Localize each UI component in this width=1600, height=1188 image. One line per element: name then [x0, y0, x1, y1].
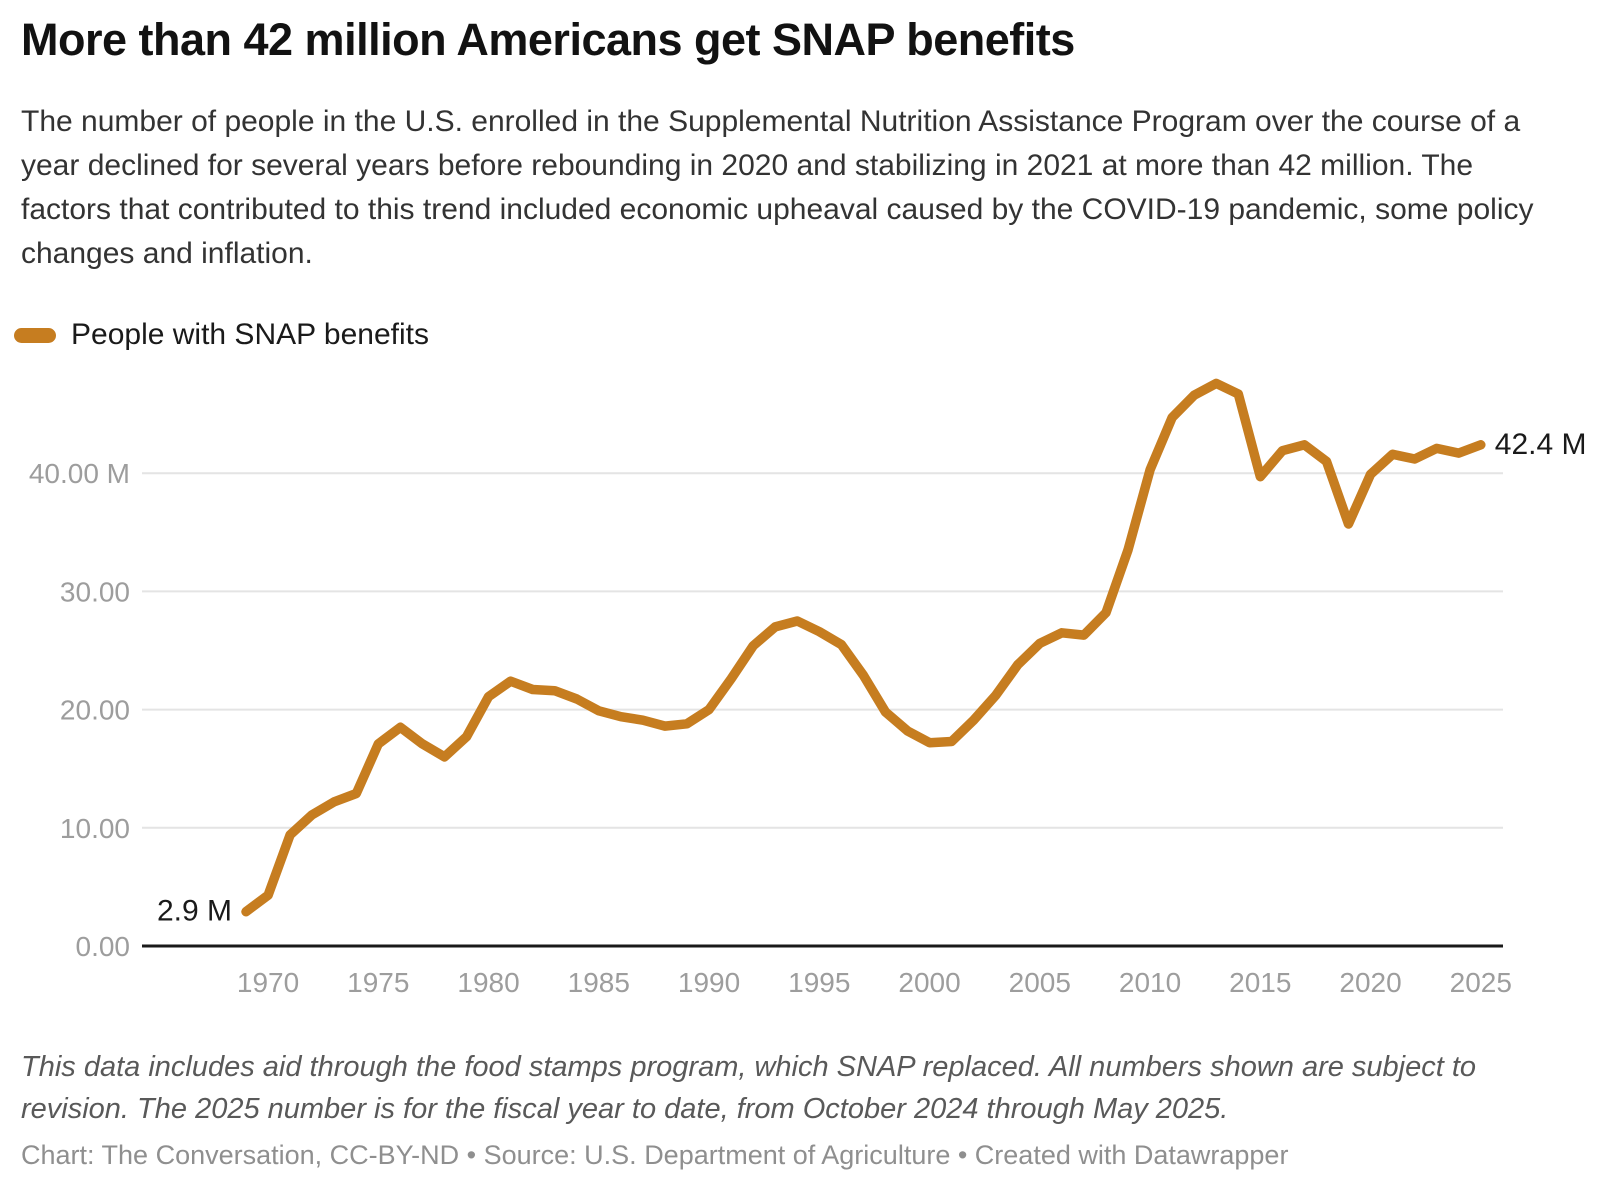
chart-footnote: This data includes aid through the food … [21, 1051, 1477, 1125]
y-tick-label: 20.00 [60, 695, 130, 726]
x-tick-label: 1985 [568, 967, 630, 998]
x-tick-label: 2005 [1009, 967, 1071, 998]
line-chart: 0.00 10.00 20.00 30.00 40.00 M 1970 1975 1980 19… [29, 378, 1587, 998]
x-tick-label: 1970 [237, 967, 299, 998]
snap-data-line [241, 378, 1486, 917]
page-title: More than 42 million Americans get SNAP … [21, 14, 1075, 65]
x-tick-label: 2015 [1229, 967, 1291, 998]
x-tick-label: 2025 [1450, 967, 1512, 998]
legend-line-swatch-icon [14, 327, 56, 343]
x-tick-label: 1980 [457, 967, 519, 998]
value-label: 2.9 M [157, 895, 232, 928]
x-tick-label: 2000 [898, 967, 960, 998]
legend: People with SNAP benefits [14, 318, 429, 352]
x-tick-label: 1990 [678, 967, 740, 998]
y-tick-label: 10.00 [60, 813, 130, 844]
x-tick-label: 2020 [1339, 967, 1401, 998]
value-label: 42.4 M [1495, 428, 1587, 461]
x-tick-label: 2010 [1119, 967, 1181, 998]
x-tick-label: 1975 [347, 967, 409, 998]
chart-description: The number of people in the U.S. enrolle… [21, 105, 1534, 270]
x-tick-label: 1995 [788, 967, 850, 998]
y-tick-label: 40.00 M [29, 458, 130, 489]
y-tick-label: 0.00 [76, 931, 131, 962]
chart-attribution: Chart: The Conversation, CC-BY-ND • Sour… [21, 1140, 1289, 1170]
y-tick-label: 30.00 [60, 576, 130, 607]
legend-label: People with SNAP benefits [71, 318, 429, 351]
